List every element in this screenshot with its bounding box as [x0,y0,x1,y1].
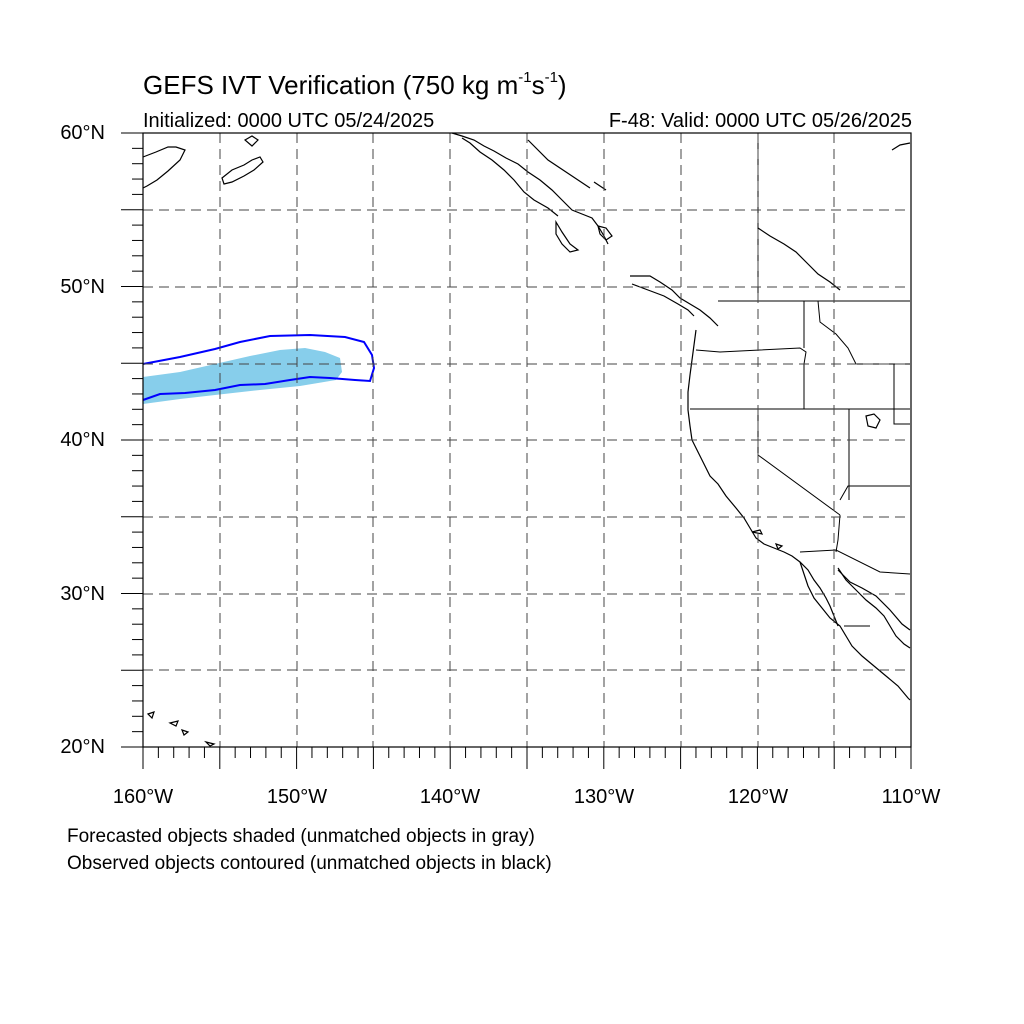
lon-label-150w: 150°W [266,786,328,808]
lon-label-140w: 140°W [419,786,481,808]
lon-label-110w: 110°W [881,786,941,808]
legend-note-forecast: Forecasted objects shaded (unmatched obj… [67,826,535,847]
lat-label-30: 30°N [60,583,105,605]
legend-note-observed: Observed objects contoured (unmatched ob… [67,853,552,874]
lat-label-50: 50°N [60,276,105,298]
lon-label-160w: 160°W [112,786,174,808]
valid-time: F-48: Valid: 0000 UTC 05/26/2025 [608,110,912,132]
lon-label-130w: 130°W [573,786,635,808]
map-title: GEFS IVT Verification (750 kg m-1s-1) [143,69,567,100]
lat-label-40: 40°N [60,429,105,451]
lat-label-20: 20°N [60,736,105,758]
initialized-time: Initialized: 0000 UTC 05/24/2025 [143,110,435,132]
lat-label-60: 60°N [60,122,105,144]
gridlines [143,133,911,747]
observed-object-contour [142,333,376,401]
axis-ticks [121,132,912,769]
coastlines [142,132,911,747]
political-boundaries [690,133,911,627]
lon-label-120w: 120°W [727,786,789,808]
forecast-object [143,348,342,404]
